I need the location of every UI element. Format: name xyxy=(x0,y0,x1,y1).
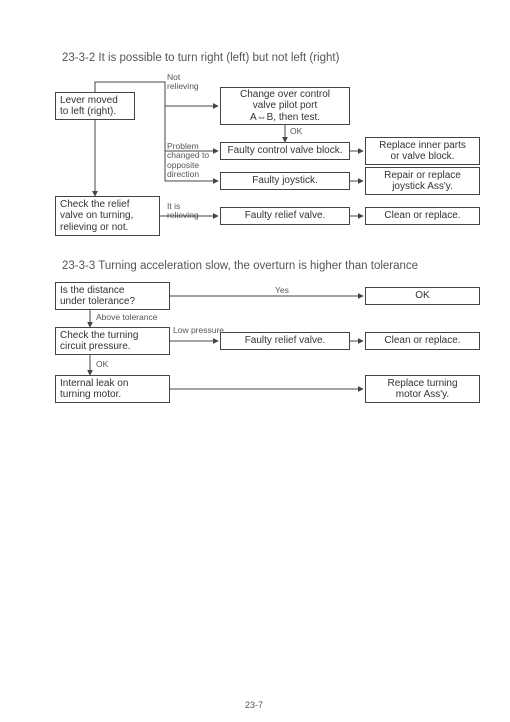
node-ok: OK xyxy=(365,287,480,305)
diagram2-title: 23-3-3 Turning acceleration slow, the ov… xyxy=(62,260,418,272)
node-is-distance-under-tolerance: Is the distanceunder tolerance? xyxy=(55,282,170,310)
node-lever-moved: Lever movedto left (right). xyxy=(55,92,135,120)
edge-label-it-is-relieving: It isrelieving xyxy=(167,202,199,221)
page: 23-3-2 It is possible to turn right (lef… xyxy=(0,0,510,722)
node-replace-turning-motor: Replace turningmotor Ass'y. xyxy=(365,375,480,403)
node-faulty-relief-valve: Faulty relief valve. xyxy=(220,207,350,225)
node-faulty-relief-valve-2: Faulty relief valve. xyxy=(220,332,350,350)
edge-label-ok: OK xyxy=(290,127,302,136)
node-repair-joystick: Repair or replacejoystick Ass'y. xyxy=(365,167,480,195)
node-clean-or-replace: Clean or replace. xyxy=(365,207,480,225)
node-change-over-control: Change over controlvalve pilot portA⇔B, … xyxy=(220,87,350,125)
node-internal-leak: Internal leak onturning motor. xyxy=(55,375,170,403)
edge-label-ok-2: OK xyxy=(96,360,108,369)
node-replace-inner-parts: Replace inner partsor valve block. xyxy=(365,137,480,165)
diagram1-title: 23-3-2 It is possible to turn right (lef… xyxy=(62,52,339,64)
node-clean-or-replace-2: Clean or replace. xyxy=(365,332,480,350)
edge-label-not-relieving: Notrelieving xyxy=(167,73,199,92)
edge-label-above-tolerance: Above tolerance xyxy=(96,313,157,322)
node-check-relief-valve: Check the reliefvalve on turning,relievi… xyxy=(55,196,160,236)
node-faulty-control-valve-block: Faulty control valve block. xyxy=(220,142,350,160)
edge-label-problem-changed: Problemchanged tooppositedirection xyxy=(167,142,209,179)
edge-label-low-pressure: Low pressure xyxy=(173,326,224,335)
edge-label-yes: Yes xyxy=(275,286,289,295)
node-faulty-joystick: Faulty joystick. xyxy=(220,172,350,190)
node-check-turning-circuit-pressure: Check the turningcircuit pressure. xyxy=(55,327,170,355)
page-number: 23-7 xyxy=(245,700,263,710)
